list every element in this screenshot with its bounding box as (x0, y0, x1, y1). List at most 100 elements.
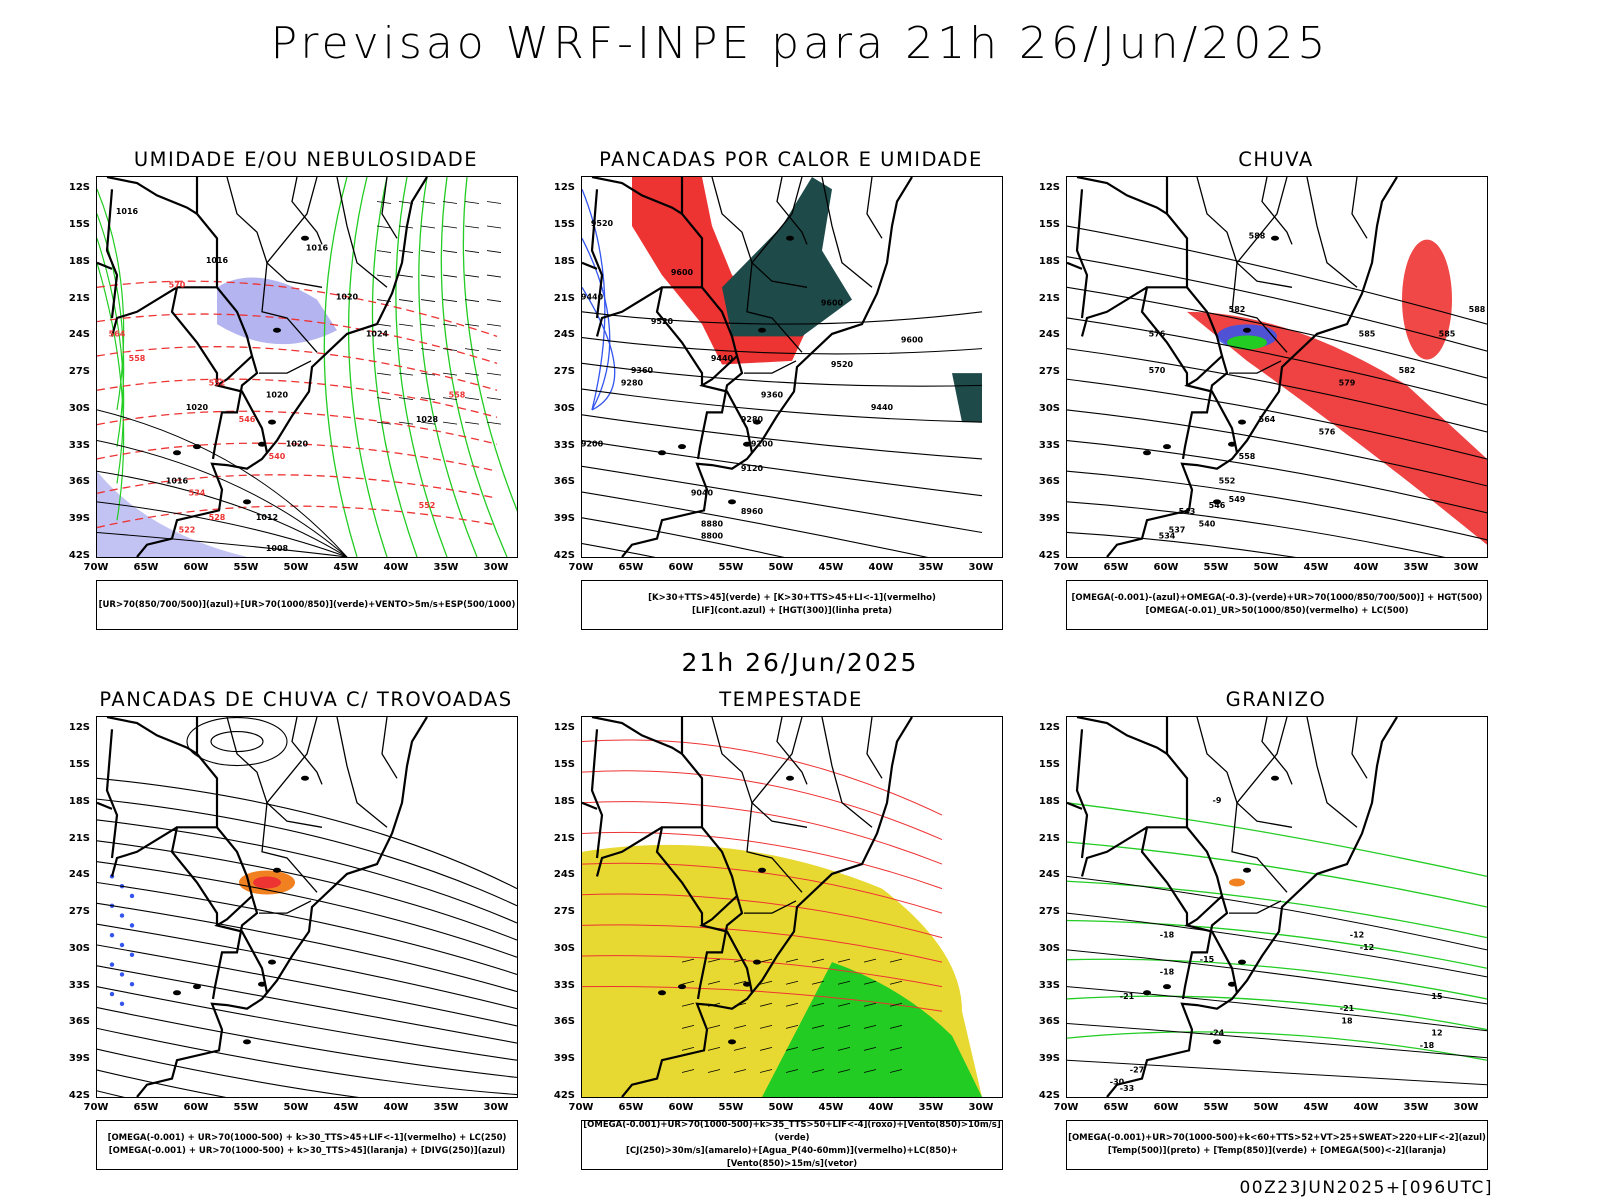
contour-label: 546 (1209, 501, 1226, 510)
coastline (621, 177, 913, 557)
lat-tick-label: 21S (1038, 832, 1060, 844)
country-border (106, 717, 198, 755)
lon-tick-label: 55W (1203, 1102, 1229, 1113)
rh-contour (97, 238, 125, 484)
streamline (97, 965, 517, 1044)
wind-arrow (759, 1002, 773, 1007)
wind-arrow (442, 421, 458, 425)
contour-label: 528 (209, 513, 226, 522)
wind-arrow (811, 1069, 825, 1073)
wind-arrow (398, 397, 414, 401)
map-area[interactable]: -9 -12 -15 -18 -21 -24 -27 -30 -33 -18 -21 -12 15 18 1… (1066, 716, 1488, 1098)
contour-label: 540 (1199, 519, 1216, 528)
state-border (1229, 900, 1282, 914)
lon-tick-label: 70W (1053, 1102, 1079, 1113)
lake (1143, 450, 1151, 456)
state-border (1261, 177, 1293, 245)
wind-arrow (464, 421, 480, 425)
contour-label: 9440 (711, 354, 734, 363)
wind-arrow (464, 323, 480, 327)
contour-label: 537 (1169, 525, 1186, 534)
wind-arrow (442, 201, 458, 204)
wind-arrow (681, 1047, 695, 1051)
lat-tick-label: 12S (553, 182, 575, 194)
overlay-layer (97, 717, 517, 1097)
lon-tick-label: 65W (618, 1102, 644, 1113)
lat-tick-label: 36S (68, 1016, 90, 1028)
panel-chuva: CHUVA 588 582 585 576 570 564 558 552 549 546 543 5… (1026, 148, 1526, 630)
wind-arrow (398, 250, 414, 253)
streamline (97, 1027, 517, 1096)
thickness-contour (97, 346, 498, 391)
wind-arrow (486, 299, 502, 302)
lat-tick-label: 33S (1038, 979, 1060, 991)
wind-arrow (486, 225, 502, 229)
country-border (1075, 729, 1089, 859)
lon-tick-label: 45W (818, 562, 844, 573)
wind-arrow (811, 1024, 825, 1029)
state-border (746, 802, 803, 893)
panel-title: UMIDADE E/OU NEBULOSIDADE (133, 148, 479, 171)
contour-label: -12 (1360, 943, 1374, 952)
state-border (259, 360, 312, 374)
wind-arrow (889, 980, 903, 985)
lon-tick-label: 35W (1403, 562, 1429, 573)
lon-tick-label: 70W (83, 1102, 109, 1113)
contour-label: 564 (109, 329, 126, 338)
lon-tick-label: 55W (718, 1102, 744, 1113)
wind-arrow (376, 397, 392, 401)
wind-arrow (464, 250, 480, 253)
instability-area (722, 177, 852, 337)
map-area[interactable]: 9520 9600 9600 9600 9520 9440 9440 9520 9360 9280… (581, 176, 1003, 558)
rh-contour (440, 177, 508, 557)
state-border (1351, 717, 1368, 779)
lat-tick-label: 33S (68, 439, 90, 451)
contour-label: 540 (269, 452, 286, 461)
map-area[interactable]: 588 582 585 576 570 564 558 552 549 546 543 540 537 5… (1066, 176, 1488, 558)
lon-tick-label: 40W (1353, 1102, 1379, 1113)
wind-arrow (681, 1002, 695, 1007)
divergence-dot (129, 952, 135, 958)
divergence-dot (119, 1001, 125, 1007)
country-border (211, 355, 259, 460)
legend-line: [LIF](cont.azul) + [HGT(300)](linha pret… (691, 606, 893, 616)
map-area[interactable]: 1016 1016 1016 1020 1024 1028 1020 1020 1020 1016… (96, 176, 518, 558)
lon-tick-label: 35W (1403, 1102, 1429, 1113)
streamline (582, 985, 943, 1012)
hgt-contour (582, 311, 983, 325)
map-svg (582, 717, 982, 1097)
contour-label: -18 (1160, 967, 1175, 976)
streamline (97, 944, 517, 1027)
wind-arrow (889, 1047, 903, 1051)
state-border (266, 717, 323, 828)
legend-line: [OMEGA(-0.001) + UR>70(1000-500) + k>30_… (108, 1146, 506, 1156)
country-border (1140, 286, 1189, 386)
map-area[interactable] (581, 716, 1003, 1098)
lake (243, 499, 251, 505)
wind-arrow (889, 1024, 903, 1029)
lon-tick-label: 70W (1053, 562, 1079, 573)
lake (1243, 327, 1251, 333)
wind-arrow (398, 421, 414, 425)
legend-box: [OMEGA(-0.001)-(azul)+OMEGA(-0.3)-(verde… (1066, 580, 1488, 630)
wind-arrow (733, 958, 747, 963)
wind-arrow (442, 397, 458, 401)
wind-arrow (464, 201, 480, 204)
state-border (381, 717, 398, 779)
contour-label: 558 (129, 354, 146, 363)
country-border (170, 286, 219, 386)
hgt-contour (1067, 348, 1487, 433)
contour-label: 9520 (831, 360, 854, 369)
border-layer (97, 177, 428, 557)
lon-tick-label: 70W (568, 1102, 594, 1113)
border-layer (1067, 717, 1398, 1097)
lon-tick-label: 30W (968, 1102, 994, 1113)
legend-line: [OMEGA(-0.001)+UR>70(1000-500)+k<60+TTS>… (1068, 1133, 1486, 1143)
wind-arrow (759, 980, 773, 985)
wind-arrow (464, 348, 480, 352)
wind-arrow (398, 372, 414, 376)
state-border (259, 900, 312, 914)
map-area[interactable] (96, 716, 518, 1098)
state-border (266, 177, 323, 288)
wind-arrow (420, 348, 436, 352)
